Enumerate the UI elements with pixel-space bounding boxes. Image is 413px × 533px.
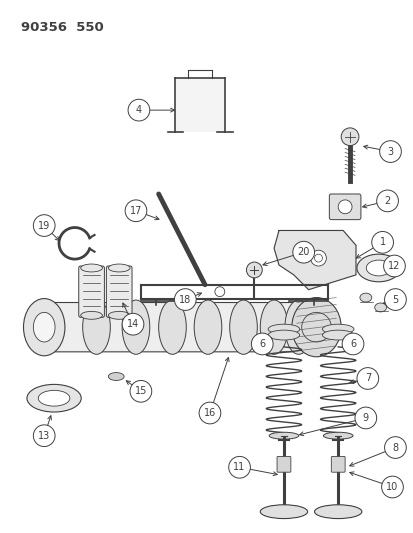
Circle shape xyxy=(292,241,314,263)
Circle shape xyxy=(199,402,220,424)
Text: 2: 2 xyxy=(384,196,390,206)
Ellipse shape xyxy=(108,264,130,272)
Text: 7: 7 xyxy=(364,374,370,383)
Circle shape xyxy=(381,476,402,498)
Text: 3: 3 xyxy=(387,147,393,157)
Circle shape xyxy=(246,262,261,278)
Circle shape xyxy=(174,289,196,310)
Ellipse shape xyxy=(268,324,299,334)
Ellipse shape xyxy=(229,300,257,354)
Text: 20: 20 xyxy=(297,247,309,257)
Text: 12: 12 xyxy=(387,261,400,271)
Circle shape xyxy=(356,368,378,389)
Ellipse shape xyxy=(366,260,390,276)
Ellipse shape xyxy=(268,330,299,340)
Circle shape xyxy=(341,333,363,355)
Circle shape xyxy=(122,313,143,335)
Text: 90356  550: 90356 550 xyxy=(21,21,103,34)
Text: 19: 19 xyxy=(38,221,50,231)
Circle shape xyxy=(384,437,405,458)
Text: 5: 5 xyxy=(392,295,398,304)
FancyBboxPatch shape xyxy=(276,456,290,472)
Text: 6: 6 xyxy=(259,339,265,349)
Ellipse shape xyxy=(260,505,307,519)
Ellipse shape xyxy=(38,390,70,406)
Circle shape xyxy=(354,407,376,429)
Ellipse shape xyxy=(122,300,150,354)
Circle shape xyxy=(337,200,351,214)
Circle shape xyxy=(379,141,400,163)
Ellipse shape xyxy=(374,303,386,312)
Circle shape xyxy=(310,250,325,266)
Ellipse shape xyxy=(194,300,221,354)
Ellipse shape xyxy=(260,300,287,354)
Circle shape xyxy=(125,200,147,222)
Text: 4: 4 xyxy=(135,105,142,115)
Ellipse shape xyxy=(268,432,298,439)
Text: 14: 14 xyxy=(126,319,139,329)
Circle shape xyxy=(130,381,152,402)
FancyBboxPatch shape xyxy=(39,303,325,352)
Ellipse shape xyxy=(314,505,361,519)
Text: 8: 8 xyxy=(392,442,398,453)
Ellipse shape xyxy=(81,311,102,319)
Text: 17: 17 xyxy=(129,206,142,216)
Ellipse shape xyxy=(158,300,186,354)
Text: 16: 16 xyxy=(203,408,216,418)
Ellipse shape xyxy=(24,298,65,356)
Ellipse shape xyxy=(322,324,353,334)
Circle shape xyxy=(384,289,405,310)
Circle shape xyxy=(376,190,397,212)
Ellipse shape xyxy=(291,297,340,357)
Text: 9: 9 xyxy=(362,413,368,423)
Ellipse shape xyxy=(108,373,124,381)
Ellipse shape xyxy=(81,264,102,272)
Circle shape xyxy=(33,425,55,447)
Text: 18: 18 xyxy=(179,295,191,304)
Ellipse shape xyxy=(33,312,55,342)
Ellipse shape xyxy=(27,384,81,412)
Ellipse shape xyxy=(356,254,399,282)
FancyBboxPatch shape xyxy=(106,266,132,317)
Ellipse shape xyxy=(359,293,371,302)
Text: 6: 6 xyxy=(349,339,355,349)
Text: 13: 13 xyxy=(38,431,50,441)
Text: 10: 10 xyxy=(385,482,398,492)
Circle shape xyxy=(383,255,404,277)
Circle shape xyxy=(228,456,250,478)
Circle shape xyxy=(33,215,55,237)
Text: 11: 11 xyxy=(233,462,245,472)
Ellipse shape xyxy=(83,300,110,354)
Text: 15: 15 xyxy=(134,386,147,397)
Ellipse shape xyxy=(284,300,312,354)
Circle shape xyxy=(128,99,150,121)
Ellipse shape xyxy=(323,432,352,439)
Ellipse shape xyxy=(108,311,130,319)
Circle shape xyxy=(251,333,273,355)
FancyBboxPatch shape xyxy=(175,78,224,132)
FancyBboxPatch shape xyxy=(78,266,104,317)
Ellipse shape xyxy=(322,330,353,340)
FancyBboxPatch shape xyxy=(328,194,360,220)
Circle shape xyxy=(371,231,392,253)
Polygon shape xyxy=(273,230,355,289)
FancyBboxPatch shape xyxy=(330,456,344,472)
Circle shape xyxy=(340,128,358,146)
Text: 1: 1 xyxy=(379,237,385,247)
